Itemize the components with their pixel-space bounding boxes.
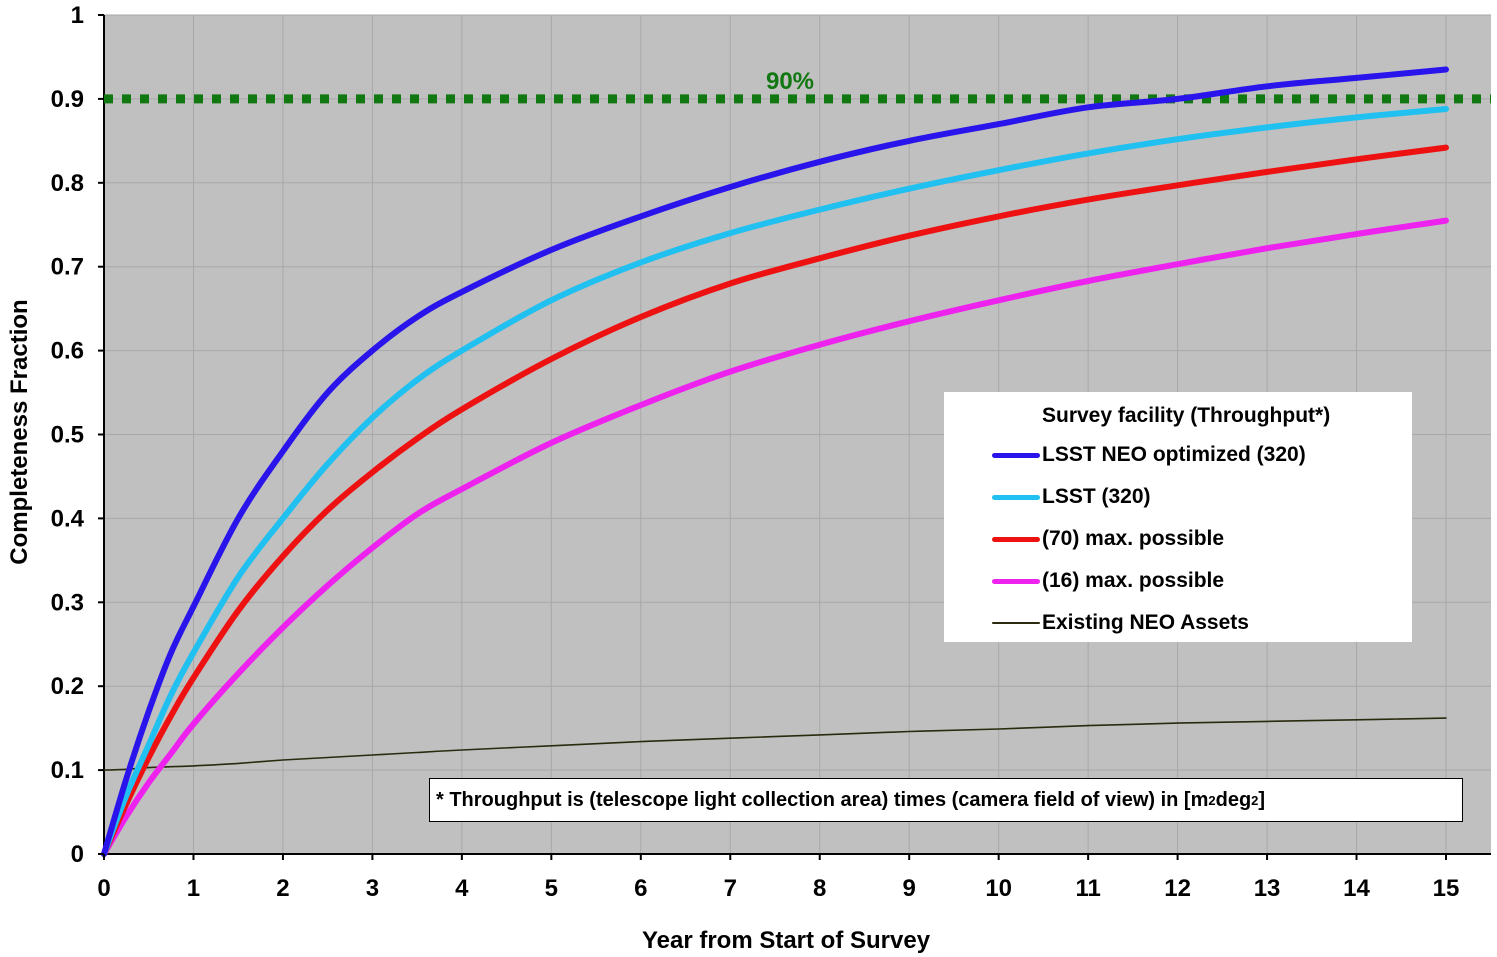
y-tick-label: 0.4 bbox=[51, 505, 85, 532]
x-tick-label: 14 bbox=[1343, 875, 1370, 902]
legend-swatch bbox=[992, 494, 1040, 500]
x-tick-label: 5 bbox=[545, 875, 558, 902]
note-text-prefix: * Throughput is (telescope light collect… bbox=[436, 788, 1209, 811]
series-group bbox=[101, 66, 1449, 857]
legend-label: LSST (320) bbox=[1042, 485, 1151, 508]
legend-item: LSST (320) bbox=[992, 482, 1151, 512]
note-text-middle: deg bbox=[1215, 788, 1252, 811]
x-tick-label: 15 bbox=[1433, 875, 1460, 902]
x-tick-label: 1 bbox=[187, 875, 200, 902]
legend-item: (16) max. possible bbox=[992, 566, 1224, 596]
legend-swatch bbox=[992, 622, 1040, 624]
legend-label: LSST NEO optimized (320) bbox=[1042, 443, 1306, 466]
x-tick-label: 6 bbox=[634, 875, 647, 902]
y-tick-label: 0.6 bbox=[51, 338, 84, 365]
legend-label: (16) max. possible bbox=[1042, 569, 1225, 592]
note-superscript-2: 2 bbox=[1251, 792, 1259, 808]
series-line-16-max-possible bbox=[101, 217, 1449, 857]
y-tick-label: 0.3 bbox=[51, 589, 84, 616]
y-tick-label: 0.1 bbox=[51, 757, 84, 784]
reference-line-group: 90% bbox=[104, 68, 1491, 104]
y-tick-label: 0.9 bbox=[51, 86, 84, 113]
legend-item: Existing NEO Assets bbox=[992, 608, 1249, 638]
x-axis-label: Year from Start of Survey bbox=[642, 927, 931, 954]
legend-swatch bbox=[992, 452, 1040, 458]
note-text-suffix: ] bbox=[1258, 788, 1266, 811]
y-tick-label: 1 bbox=[71, 2, 84, 29]
series-line-lsst-neo-optimized-320 bbox=[101, 66, 1449, 857]
x-tick-label: 12 bbox=[1164, 875, 1191, 902]
legend-label: Existing NEO Assets bbox=[1042, 611, 1249, 634]
legend-item: LSST NEO optimized (320) bbox=[992, 440, 1306, 470]
y-tick-label: 0.7 bbox=[51, 254, 84, 281]
x-tick-label: 8 bbox=[813, 875, 826, 902]
x-tick-label: 7 bbox=[724, 875, 737, 902]
series-line-70-max-possible bbox=[101, 144, 1449, 857]
x-tick-label: 0 bbox=[97, 875, 110, 902]
x-tick-label: 4 bbox=[455, 875, 469, 902]
y-tick-label: 0 bbox=[71, 841, 84, 868]
legend-item: (70) max. possible bbox=[992, 524, 1224, 554]
legend-title: Survey facility (Throughput*) bbox=[1042, 404, 1331, 427]
tick-labels: 0 1 2 3 4 5 6 7 8 9 10 11 12 13 14 1500.10.20.30.40.50.… bbox=[51, 2, 1460, 902]
legend-swatch bbox=[992, 536, 1040, 542]
series-line-lsst-320 bbox=[101, 106, 1449, 857]
x-tick-label: 9 bbox=[903, 875, 916, 902]
legend-swatch bbox=[992, 578, 1040, 584]
throughput-note: * Throughput is (telescope light collect… bbox=[429, 778, 1463, 822]
note-superscript-1: 2 bbox=[1208, 792, 1216, 808]
y-tick-label: 0.5 bbox=[51, 422, 84, 449]
x-tick-label: 13 bbox=[1254, 875, 1281, 902]
y-tick-label: 0.2 bbox=[51, 673, 84, 700]
reference-line-label: 90% bbox=[766, 68, 814, 95]
x-tick-label: 11 bbox=[1075, 875, 1100, 902]
legend: Survey facility (Throughput*) LSST NEO o… bbox=[944, 392, 1412, 642]
y-axis-label: Completeness Fraction bbox=[6, 299, 33, 564]
x-tick-label: 10 bbox=[985, 875, 1012, 902]
legend-label: (70) max. possible bbox=[1042, 527, 1225, 550]
series-line-existing-neo-assets bbox=[103, 717, 1447, 771]
x-tick-label: 3 bbox=[366, 875, 379, 902]
y-tick-label: 0.8 bbox=[51, 170, 84, 197]
x-tick-label: 2 bbox=[276, 875, 289, 902]
